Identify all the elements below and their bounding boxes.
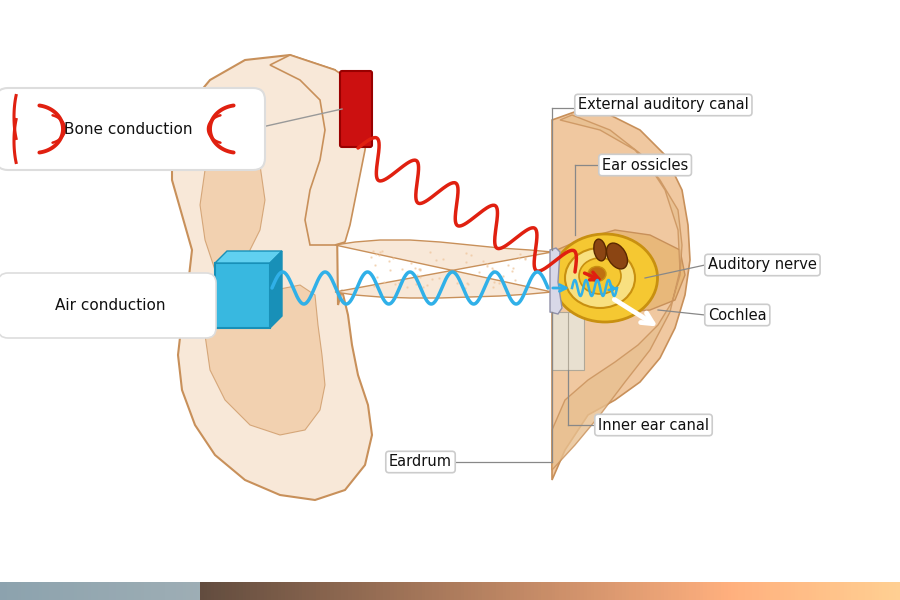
Polygon shape [215, 251, 282, 263]
Text: Inner ear canal: Inner ear canal [598, 418, 709, 433]
Polygon shape [172, 55, 372, 500]
Text: Cochlea: Cochlea [708, 307, 767, 323]
Ellipse shape [594, 239, 607, 261]
Bar [552, 312, 584, 370]
Polygon shape [552, 230, 685, 312]
Text: Eardrum: Eardrum [389, 455, 452, 469]
FancyBboxPatch shape [340, 71, 372, 147]
Bar [0, 582, 200, 600]
Text: Air conduction: Air conduction [55, 298, 166, 313]
Text: Auditory nerve: Auditory nerve [708, 257, 817, 272]
Polygon shape [552, 115, 682, 470]
Ellipse shape [588, 266, 606, 281]
Ellipse shape [579, 258, 621, 294]
Text: External auditory canal: External auditory canal [578, 97, 749, 113]
Text: Bone conduction: Bone conduction [64, 121, 193, 136]
Bar [215, 263, 270, 328]
Polygon shape [552, 110, 690, 480]
Polygon shape [270, 55, 368, 245]
Ellipse shape [553, 234, 658, 322]
Ellipse shape [607, 243, 627, 269]
Polygon shape [550, 248, 562, 314]
Polygon shape [335, 240, 552, 298]
Polygon shape [270, 251, 282, 328]
Ellipse shape [565, 248, 635, 308]
FancyBboxPatch shape [0, 88, 265, 170]
FancyBboxPatch shape [0, 273, 216, 338]
Polygon shape [200, 120, 325, 435]
Text: Ear ossicles: Ear ossicles [602, 158, 688, 173]
